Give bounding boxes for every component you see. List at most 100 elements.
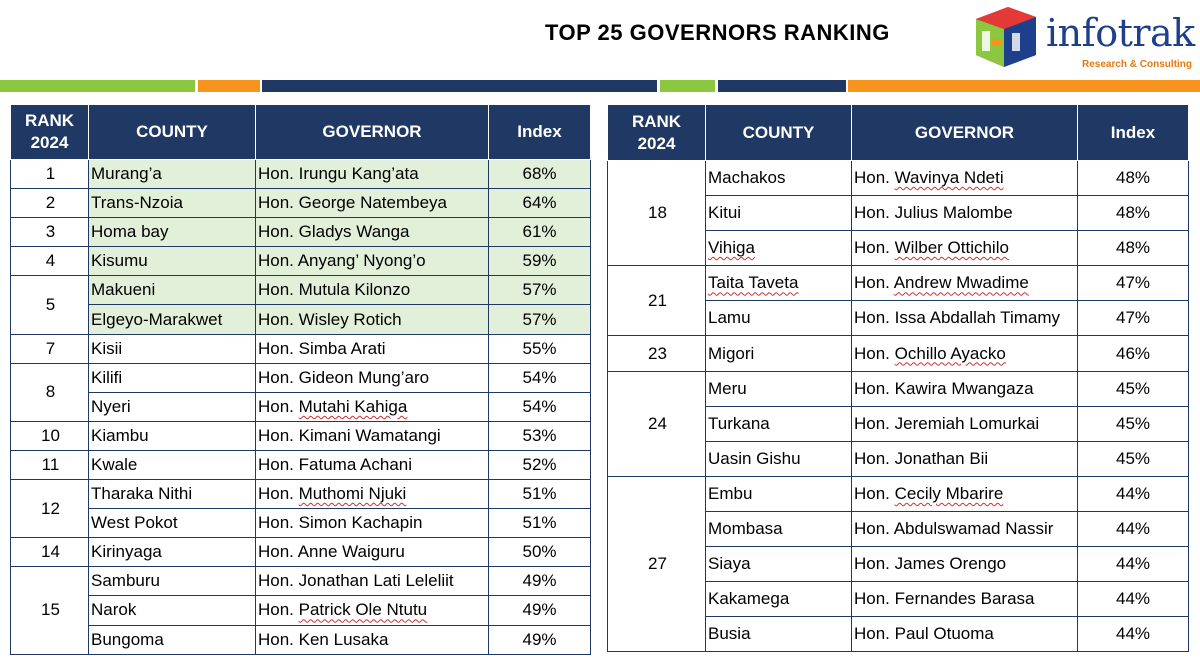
index-cell: 49% — [488, 566, 591, 597]
governor-cell: Hon. Anyang’ Nyong’o — [255, 246, 489, 277]
index-cell: 48% — [1077, 230, 1189, 267]
county-cell: Machakos — [705, 159, 852, 197]
table-row: Vihiga Hon. Wilber Ottichilo 48% — [608, 230, 1189, 267]
index-cell: 68% — [488, 158, 591, 190]
governor-prefix: Hon. — [258, 629, 299, 649]
table-row: 8 Kilifi Hon. Gideon Mung’aro 54% — [10, 362, 591, 422]
index-cell: 53% — [488, 420, 591, 451]
governor-name: Cecily Mbarire — [894, 483, 1004, 503]
index-cell: 48% — [1077, 195, 1189, 232]
rank-cell: 15 — [10, 566, 89, 655]
governor-prefix: Hon. — [258, 542, 298, 562]
table-row: 24 Meru Hon. Kawira Mwangaza 45% — [607, 370, 1189, 477]
rank-cell: 2 — [10, 188, 89, 219]
governor-prefix: Hon. — [258, 600, 299, 620]
logo-tagline: Research & Consulting — [1082, 59, 1193, 70]
county-cell: Kitui — [705, 195, 852, 232]
governor-cell: Hon. James Orengo — [851, 546, 1078, 583]
table-row: 27 Embu Hon. Cecily Mbarire 44% — [607, 475, 1189, 653]
rank-cell: 24 — [607, 370, 706, 477]
governor-header: GOVERNOR — [851, 104, 1078, 161]
county-cell: Meru — [705, 370, 852, 407]
index-cell: 57% — [488, 304, 591, 335]
county-cell: Trans-Nzoia — [88, 188, 256, 219]
governor-cell: Hon. Kawira Mwangaza — [851, 370, 1078, 407]
index-cell: 49% — [488, 624, 591, 655]
governor-cell: Hon. George Natembeya — [255, 188, 489, 219]
county-name: Turkana — [708, 413, 770, 433]
governor-prefix: Hon. — [854, 518, 894, 538]
rank-cell: 3 — [10, 217, 89, 248]
county-name: Narok — [91, 600, 137, 620]
index-cell: 44% — [1077, 475, 1189, 512]
governor-name: Patrick Ole Ntutu — [298, 600, 428, 620]
county-header: COUNTY — [88, 104, 256, 160]
county-cell: Makueni — [88, 275, 256, 306]
rank-cell: 10 — [10, 420, 89, 451]
governor-cell: Hon. Issa Abdallah Timamy — [851, 300, 1078, 337]
table-row: 23 Migori Hon. Ochillo Ayacko 46% — [607, 335, 1189, 372]
county-cell: Nyeri — [88, 391, 256, 422]
governor-prefix: Hon. — [258, 164, 299, 184]
index-header: Index — [1077, 104, 1189, 161]
governor-prefix: Hon. — [854, 168, 895, 188]
governor-name: Simon Kachapin — [298, 513, 423, 533]
governor-prefix: Hon. — [854, 308, 895, 328]
index-cell: 64% — [488, 188, 591, 219]
governor-cell: Hon. Paul Otuoma — [851, 616, 1078, 653]
rank-cell: 27 — [607, 475, 706, 653]
county-name: Kitui — [708, 203, 742, 223]
governor-name: Muthomi Njuki — [298, 484, 407, 504]
stripe-green-1 — [0, 80, 195, 92]
table-row: Uasin Gishu Hon. Jonathan Bii 45% — [608, 440, 1189, 477]
table-row: Turkana Hon. Jeremiah Lomurkai 45% — [608, 405, 1189, 442]
governor-prefix: Hon. — [258, 513, 299, 533]
county-cell: Mombasa — [705, 510, 852, 548]
index-cell: 45% — [1077, 440, 1189, 477]
table-row: 12 Tharaka Nithi Hon. Muthomi Njuki 51% — [10, 479, 591, 539]
county-cell: Taita Taveta — [705, 265, 852, 302]
governor-prefix: Hon. — [258, 454, 299, 474]
index-cell: 45% — [1077, 405, 1189, 442]
governor-prefix: Hon. — [854, 413, 895, 433]
governor-cell: Hon. Wavinya Ndeti — [851, 159, 1078, 197]
rank-header: RANK 2024 — [10, 104, 89, 160]
table-row: 5 Makueni Hon. Mutula Kilonzo 57% — [10, 275, 591, 335]
county-cell: Tharaka Nithi — [88, 479, 256, 510]
governor-prefix: Hon. — [258, 484, 299, 504]
governor-name: Mutahi Kahiga — [298, 396, 408, 416]
county-name: Makueni — [91, 280, 156, 300]
governor-header: GOVERNOR — [255, 104, 489, 160]
governor-prefix: Hon. — [258, 280, 299, 300]
county-name: Machakos — [708, 168, 786, 188]
county-name: Homa bay — [91, 222, 169, 242]
governor-prefix: Hon. — [258, 396, 299, 416]
table-row: 2 Trans-Nzoia Hon. George Natembeya 64% — [10, 188, 591, 219]
table-row: Kitui Hon. Julius Malombe 48% — [608, 195, 1189, 232]
county-cell: Elgeyo-Marakwet — [88, 304, 256, 335]
governor-prefix: Hon. — [854, 343, 895, 363]
governor-name: Jonathan Bii — [894, 448, 989, 468]
governor-name: Ken Lusaka — [298, 629, 389, 649]
governor-cell: Hon. Mutahi Kahiga — [255, 391, 489, 422]
county-name: Kakamega — [708, 589, 790, 609]
governor-name: Fatuma Achani — [298, 454, 413, 474]
governor-prefix: Hon. — [854, 624, 895, 644]
rank-header: RANK 2024 — [607, 104, 706, 161]
table-row: 11 Kwale Hon. Fatuma Achani 52% — [10, 449, 591, 481]
governor-name: Mutula Kilonzo — [298, 280, 411, 300]
governor-cell: Hon. Irungu Kang’ata — [255, 158, 489, 190]
rank-cell: 18 — [607, 159, 706, 267]
table-row: 7 Kisii Hon. Simba Arati 55% — [10, 333, 591, 364]
table-row: Lamu Hon. Issa Abdallah Timamy 47% — [608, 300, 1189, 337]
county-cell: Kakamega — [705, 581, 852, 618]
county-cell: Vihiga — [705, 230, 852, 267]
index-cell: 55% — [488, 333, 591, 364]
table-row: Bungoma Hon. Ken Lusaka 49% — [11, 624, 591, 655]
county-cell: Kwale — [88, 449, 256, 481]
infotrak-logo: infotrak Research & Consulting — [970, 5, 1198, 71]
county-name: Migori — [708, 343, 755, 363]
county-name: West Pokot — [91, 513, 178, 533]
governor-prefix: Hon. — [854, 238, 895, 258]
index-cell: 47% — [1077, 300, 1189, 337]
